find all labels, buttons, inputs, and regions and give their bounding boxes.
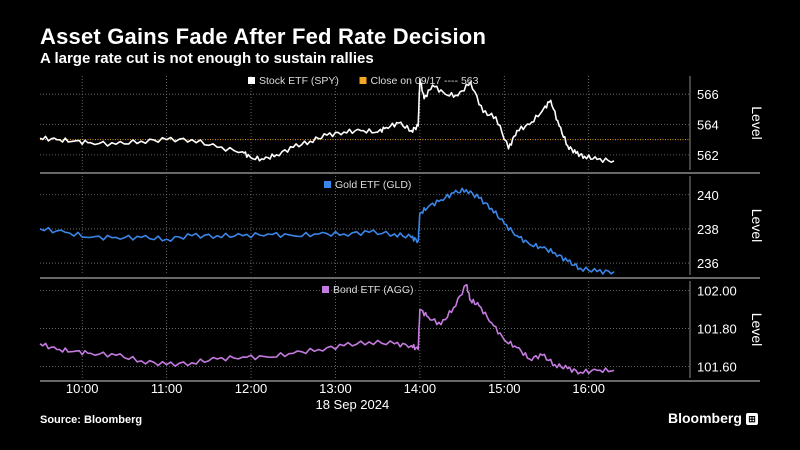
- legend-label-agg-0: Bond ETF (AGG): [333, 284, 414, 296]
- x-tick-label-2: 12:00: [235, 381, 268, 396]
- y-tick-label-spy-0: 566: [697, 87, 719, 102]
- series-line-gld: [39, 187, 615, 275]
- x-tick-label-5: 15:00: [488, 381, 521, 396]
- y-tick-label-agg-0: 102.00: [697, 284, 737, 299]
- y-tick-label-gld-0: 240: [697, 188, 719, 203]
- y-axis-label-gld: Level: [749, 209, 765, 242]
- y-tick-label-agg-1: 101.80: [697, 322, 737, 337]
- x-tick-label-6: 16:00: [572, 381, 605, 396]
- legend-swatch-agg-0: [322, 286, 329, 293]
- brand-logo: Bloomberg: [668, 410, 742, 426]
- y-tick-label-gld-1: 238: [697, 222, 719, 237]
- y-axis-label-agg: Level: [749, 313, 765, 346]
- x-tick-label-4: 14:00: [404, 381, 437, 396]
- chart-subtitle: A large rate cut is not enough to sustai…: [40, 50, 374, 67]
- legend-swatch-spy-0: [248, 77, 255, 84]
- terminal-icon: ⊞: [746, 413, 758, 425]
- x-axis-date-label: 18 Sep 2024: [315, 397, 389, 412]
- x-tick-label-1: 11:00: [151, 381, 183, 396]
- chart-title: Asset Gains Fade After Fed Rate Decision: [40, 24, 487, 49]
- series-line-spy: [39, 78, 615, 163]
- series-line-agg: [39, 284, 615, 375]
- y-tick-label-agg-2: 101.60: [697, 360, 737, 375]
- y-tick-label-gld-2: 236: [697, 256, 719, 271]
- source-note: Source: Bloomberg: [40, 414, 143, 426]
- legend-label-spy-0: Stock ETF (SPY): [259, 75, 339, 87]
- legend-label-spy-1: Close on 09/17 ---- 563: [371, 75, 479, 87]
- x-tick-label-3: 13:00: [319, 381, 352, 396]
- y-tick-label-spy-2: 562: [697, 148, 719, 163]
- legend-swatch-gld-0: [324, 181, 331, 188]
- legend-swatch-spy-1: [359, 77, 367, 84]
- legend-label-gld-0: Gold ETF (GLD): [335, 179, 411, 191]
- x-tick-label-0: 10:00: [66, 381, 99, 396]
- y-tick-label-spy-1: 564: [697, 118, 719, 133]
- y-axis-label-spy: Level: [749, 106, 765, 139]
